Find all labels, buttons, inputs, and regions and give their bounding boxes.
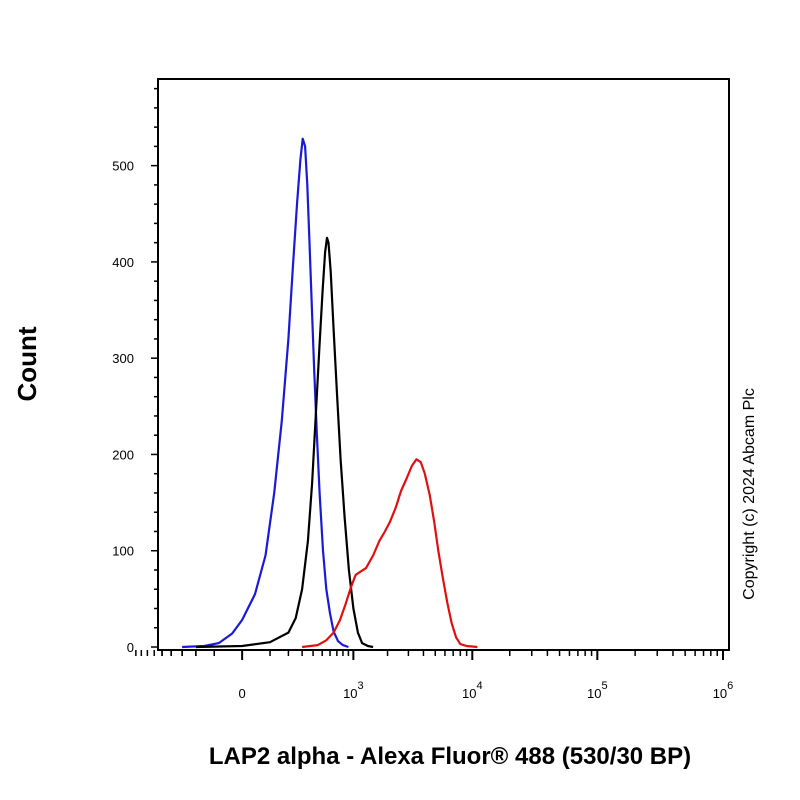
- x-axis-title: LAP2 alpha - Alexa Fluor® 488 (530/30 BP…: [209, 743, 691, 770]
- y-tick-label: 100: [112, 544, 134, 559]
- x-axis-ticks: 0 103 104 105 106: [135, 650, 734, 701]
- series-line-3: [301, 458, 478, 649]
- y-tick-label: 200: [112, 447, 134, 462]
- y-axis-ticks: 0 100 200 300 400 500: [112, 87, 158, 655]
- x-tick-label: 103: [343, 680, 364, 701]
- series-line-2: [195, 236, 374, 649]
- series-layer: [182, 137, 478, 649]
- series-line-1: [182, 137, 349, 649]
- y-tick-label: 400: [112, 255, 134, 270]
- x-tick-label: 106: [713, 680, 734, 701]
- x-tick-label: 105: [587, 680, 608, 701]
- x-tick-label: 0: [239, 686, 246, 701]
- y-tick-label: 300: [112, 351, 134, 366]
- copyright-notice: Copyright (c) 2024 Abcam Plc: [741, 388, 758, 600]
- y-tick-label: 500: [112, 159, 134, 174]
- x-tick-label: 104: [462, 680, 483, 701]
- plot-area: [157, 78, 730, 651]
- y-axis-title: Count: [12, 326, 42, 401]
- y-tick-label: 0: [127, 640, 134, 655]
